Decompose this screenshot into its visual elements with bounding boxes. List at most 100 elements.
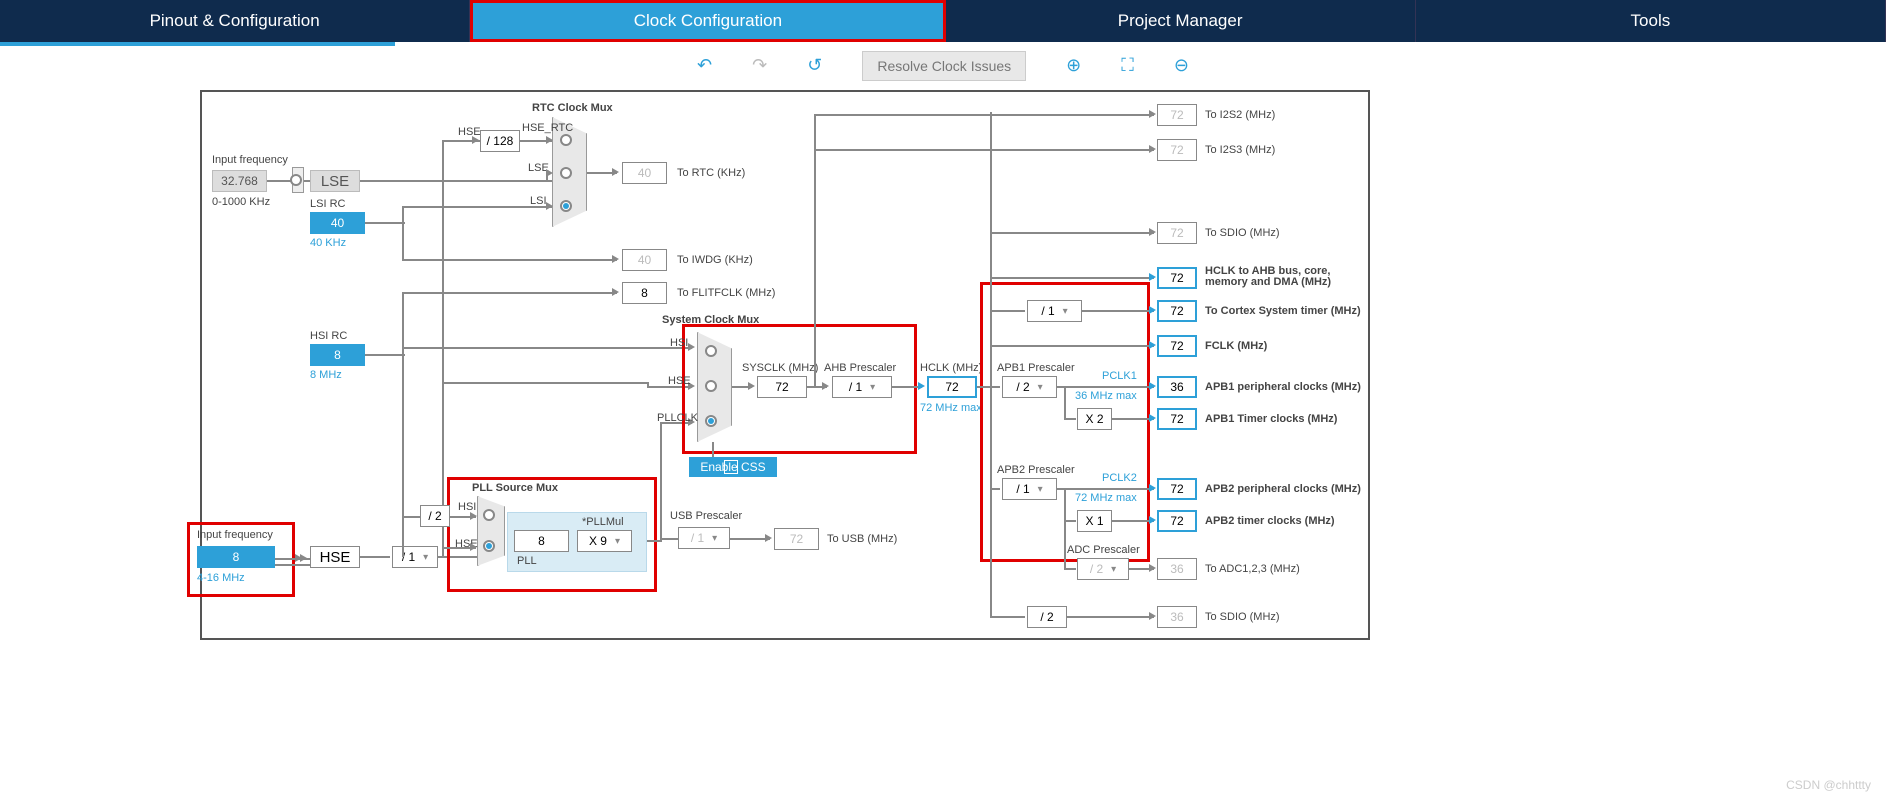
tab-tools[interactable]: Tools — [1416, 0, 1886, 42]
hse-input-freq-label: Input frequency — [197, 529, 273, 541]
wire — [1112, 520, 1154, 522]
wire — [1082, 310, 1154, 312]
sysmux-hse-radio[interactable] — [705, 380, 717, 392]
apb2-div[interactable]: / 1 — [1002, 478, 1057, 500]
tab-pinout[interactable]: Pinout & Configuration — [0, 0, 470, 42]
wire — [546, 172, 548, 180]
wire — [1057, 386, 1154, 388]
wire — [990, 488, 1000, 490]
arrow-icon — [470, 543, 477, 551]
rtc-out-value: 40 — [622, 162, 667, 184]
arrow-icon — [1149, 306, 1156, 314]
pll-mux — [477, 496, 505, 566]
redo-icon[interactable]: ↷ — [752, 55, 767, 76]
out-hclk-label: HCLK to AHB bus, core, memory and DMA (M… — [1205, 266, 1360, 288]
ahb-prescaler[interactable]: / 1 — [832, 376, 892, 398]
wire — [365, 354, 405, 356]
hclk-value[interactable]: 72 — [927, 376, 977, 398]
wire — [814, 114, 1154, 116]
sysmux-hsi: HSI — [670, 337, 688, 349]
rtc-mux-lsi-radio[interactable] — [560, 200, 572, 212]
rtc-hse-rtc-label: HSE_RTC — [522, 122, 573, 134]
zoom-in-icon[interactable]: ⊕ — [1066, 55, 1081, 76]
sysclk-value: 72 — [757, 376, 807, 398]
wire — [1067, 616, 1154, 618]
wire — [1057, 488, 1154, 490]
lse-input-freq[interactable]: 32.768 — [212, 170, 267, 192]
usb-label: To USB (MHz) — [827, 533, 897, 545]
pll-mul-select[interactable]: X 9 — [577, 530, 632, 552]
sdio-div: / 2 — [1027, 606, 1067, 628]
arrow-icon — [1149, 564, 1156, 572]
fullscreen-icon[interactable]: ⛶ — [1121, 55, 1134, 76]
wire — [1064, 386, 1066, 420]
wire — [402, 206, 404, 261]
sysmux-title: System Clock Mux — [662, 314, 759, 326]
usb-div[interactable]: / 1 — [678, 527, 730, 549]
arrow-icon — [765, 534, 772, 542]
out-apb2p-value: 72 — [1157, 478, 1197, 500]
arrow-icon — [612, 255, 619, 263]
adc-div[interactable]: / 2 — [1077, 558, 1129, 580]
adc-prescaler-label: ADC Prescaler — [1067, 544, 1140, 556]
arrow-icon — [1149, 341, 1156, 349]
sysmux-pll-radio[interactable] — [705, 415, 717, 427]
hse-input-freq[interactable]: 8 — [197, 546, 275, 568]
wire — [402, 516, 420, 518]
clock-diagram-canvas: Input frequency 32.768 0-1000 KHz LSE LS… — [200, 90, 1370, 640]
cortex-div[interactable]: / 1 — [1027, 300, 1082, 322]
wire — [275, 564, 310, 566]
wire — [442, 382, 647, 384]
usb-title: USB Prescaler — [670, 510, 742, 522]
apb1-pclk: PCLK1 — [1102, 370, 1137, 382]
pll-mux-hsi-radio[interactable] — [483, 509, 495, 521]
arrow-icon — [1149, 228, 1156, 236]
wire — [442, 140, 444, 556]
apb1-max: 36 MHz max — [1075, 390, 1137, 402]
resolve-clock-button[interactable]: Resolve Clock Issues — [862, 51, 1026, 81]
out-adc-label: To ADC1,2,3 (MHz) — [1205, 563, 1300, 575]
undo-icon[interactable]: ↶ — [697, 55, 712, 76]
wire — [730, 538, 770, 540]
zoom-out-icon[interactable]: ⊖ — [1174, 55, 1189, 76]
apb1-div[interactable]: / 2 — [1002, 376, 1057, 398]
out-apb1p-value: 36 — [1157, 376, 1197, 398]
arrow-icon — [612, 168, 619, 176]
hsi-label: HSI RC — [310, 330, 347, 342]
wire — [360, 556, 390, 558]
tab-clock[interactable]: Clock Configuration — [470, 0, 945, 42]
sysclk-label: SYSCLK (MHz) — [742, 362, 818, 374]
wire — [365, 222, 405, 224]
wire — [814, 114, 816, 386]
lse-radio-icon[interactable] — [290, 174, 302, 186]
rtc-hse-div: / 128 — [480, 130, 520, 152]
rtc-mux-hse-radio[interactable] — [560, 134, 572, 146]
tab-project[interactable]: Project Manager — [946, 0, 1416, 42]
wire — [402, 292, 617, 294]
out-hclk-value: 72 — [1157, 267, 1197, 289]
arrow-icon — [1149, 516, 1156, 524]
pll-mux-hse-radio[interactable] — [483, 540, 495, 552]
wire — [660, 422, 662, 542]
lse-range: 0-1000 KHz — [212, 196, 270, 208]
out-sdio2-value: 36 — [1157, 606, 1197, 628]
sysmux-hsi-radio[interactable] — [705, 345, 717, 357]
apb1-label: APB1 Prescaler — [997, 362, 1075, 374]
wire — [990, 112, 992, 617]
lsi-value: 40 — [310, 212, 365, 234]
out-adc-value: 36 — [1157, 558, 1197, 580]
pll-hsi-div: / 2 — [420, 505, 450, 527]
wire — [402, 347, 692, 349]
apb2-mul: X 1 — [1077, 510, 1112, 532]
out-sdio1-label: To SDIO (MHz) — [1205, 227, 1280, 239]
out-cortex-value: 72 — [1157, 300, 1197, 322]
lsi-label: LSI RC — [310, 198, 345, 210]
enable-css-button[interactable]: Enable CSS — [689, 457, 777, 477]
rtc-mux-lse-radio[interactable] — [560, 167, 572, 179]
arrow-icon — [300, 554, 307, 562]
pllmul-label: *PLLMul — [582, 516, 624, 528]
hse-prescaler[interactable]: / 1 — [392, 546, 438, 568]
hsi-note: 8 MHz — [310, 369, 342, 381]
refresh-icon[interactable]: ↺ — [807, 55, 822, 76]
toolbar: ↶ ↷ ↺ Resolve Clock Issues ⊕ ⛶ ⊖ — [0, 48, 1886, 83]
